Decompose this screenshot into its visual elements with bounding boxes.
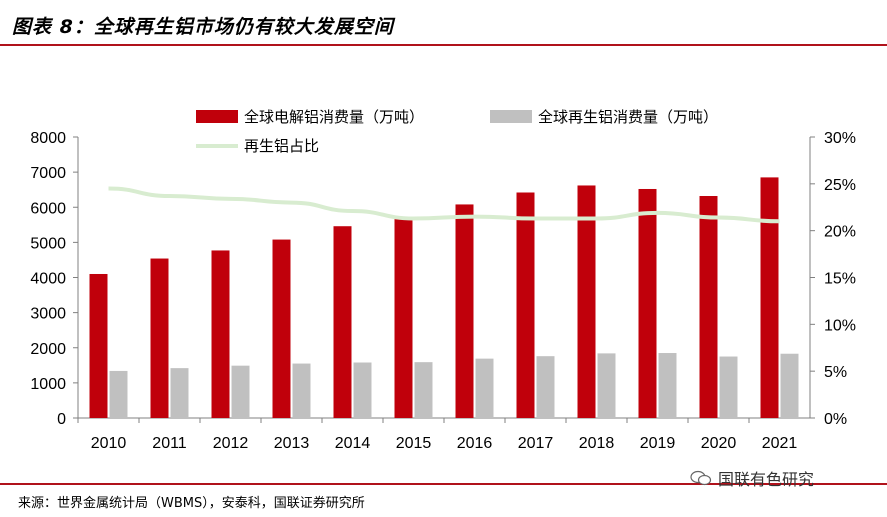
- legend-swatch-secondary: [490, 110, 532, 123]
- x-tick-label: 2020: [701, 435, 737, 452]
- legend-label-primary: 全球电解铝消费量（万吨）: [244, 108, 424, 126]
- y-tick-label-left: 3000: [30, 306, 66, 323]
- bar-secondary: [170, 368, 189, 418]
- bar-primary: [150, 258, 169, 418]
- y-tick-label-left: 4000: [30, 271, 66, 288]
- bar-secondary: [780, 353, 799, 418]
- y-tick-label-left: 2000: [30, 341, 66, 358]
- x-tick-label: 2014: [335, 435, 371, 452]
- bar-primary: [333, 226, 352, 418]
- bar-secondary: [353, 362, 372, 418]
- legend-label-secondary: 全球再生铝消费量（万吨）: [538, 108, 718, 126]
- x-tick-label: 2019: [640, 435, 676, 452]
- bar-secondary: [109, 370, 128, 418]
- top-rule: [0, 44, 887, 46]
- x-tick-label: 2011: [152, 435, 187, 452]
- y-tick-label-left: 7000: [30, 165, 66, 182]
- ratio-line: [108, 186, 780, 224]
- bar-primary: [638, 188, 657, 418]
- y-tick-label-left: 8000: [30, 130, 66, 147]
- bar-secondary: [536, 356, 555, 418]
- bar-primary: [577, 185, 596, 418]
- bar-primary: [455, 204, 474, 418]
- y-tick-label-right: 0%: [824, 411, 847, 428]
- y-tick-label-left: 0: [57, 411, 66, 428]
- chart-canvas: 全球电解铝消费量（万吨） 全球再生铝消费量（万吨） 再生铝占比 0 1000 200…: [30, 108, 856, 452]
- x-tick-label: 2013: [274, 435, 310, 452]
- watermark-text: 国联有色研究: [718, 470, 815, 489]
- y-tick-label-left: 6000: [30, 200, 66, 217]
- x-tick-label: 2018: [579, 435, 615, 452]
- legend: 全球电解铝消费量（万吨） 全球再生铝消费量（万吨） 再生铝占比: [196, 108, 718, 155]
- bar-secondary: [658, 353, 677, 418]
- bar-secondary: [414, 362, 433, 418]
- source-note: 来源：世界金属统计局（WBMS），安泰科，国联证券研究所: [18, 496, 365, 511]
- bar-secondary: [231, 365, 250, 418]
- x-tick-label: 2021: [762, 435, 798, 452]
- y-tick-label-left: 1000: [30, 376, 66, 393]
- watermark: 国联有色研究: [690, 466, 814, 490]
- x-tick-label: 2012: [213, 435, 249, 452]
- y-tick-label-left: 5000: [30, 235, 66, 252]
- bar-primary: [760, 177, 779, 418]
- bar-primary: [394, 216, 413, 418]
- bars: [89, 177, 799, 418]
- x-tick-label: 2015: [396, 435, 432, 452]
- bar-primary: [516, 192, 535, 418]
- bottom-rule: [0, 483, 887, 485]
- y-tick-label-right: 30%: [824, 130, 856, 147]
- x-tick-label: 2010: [91, 435, 127, 452]
- bar-primary: [272, 239, 291, 418]
- chart-title: 图表 8：全球再生铝市场仍有较大发展空间: [12, 16, 394, 38]
- y-tick-label-right: 25%: [824, 177, 856, 194]
- bar-primary: [89, 273, 108, 418]
- y-tick-label-right: 15%: [824, 271, 856, 288]
- y-tick-label-right: 20%: [824, 224, 856, 241]
- bar-secondary: [719, 356, 738, 418]
- bar-primary: [699, 196, 718, 418]
- bar-secondary: [475, 358, 494, 418]
- wechat-icon: [690, 470, 712, 486]
- legend-swatch-primary: [196, 110, 238, 123]
- y-tick-label-right: 10%: [824, 317, 856, 334]
- y-tick-label-right: 5%: [824, 364, 847, 381]
- x-tick-label: 2016: [457, 435, 493, 452]
- bar-secondary: [292, 363, 311, 418]
- axes: 0 1000 2000 3000 4000 5000 6000 7000 8000 0% 5% 10%…: [30, 130, 856, 452]
- legend-label-line: 再生铝占比: [244, 137, 319, 155]
- line-ratio: [108, 186, 780, 224]
- x-tick-label: 2017: [518, 435, 554, 452]
- bar-primary: [211, 250, 230, 418]
- bar-secondary: [597, 353, 616, 418]
